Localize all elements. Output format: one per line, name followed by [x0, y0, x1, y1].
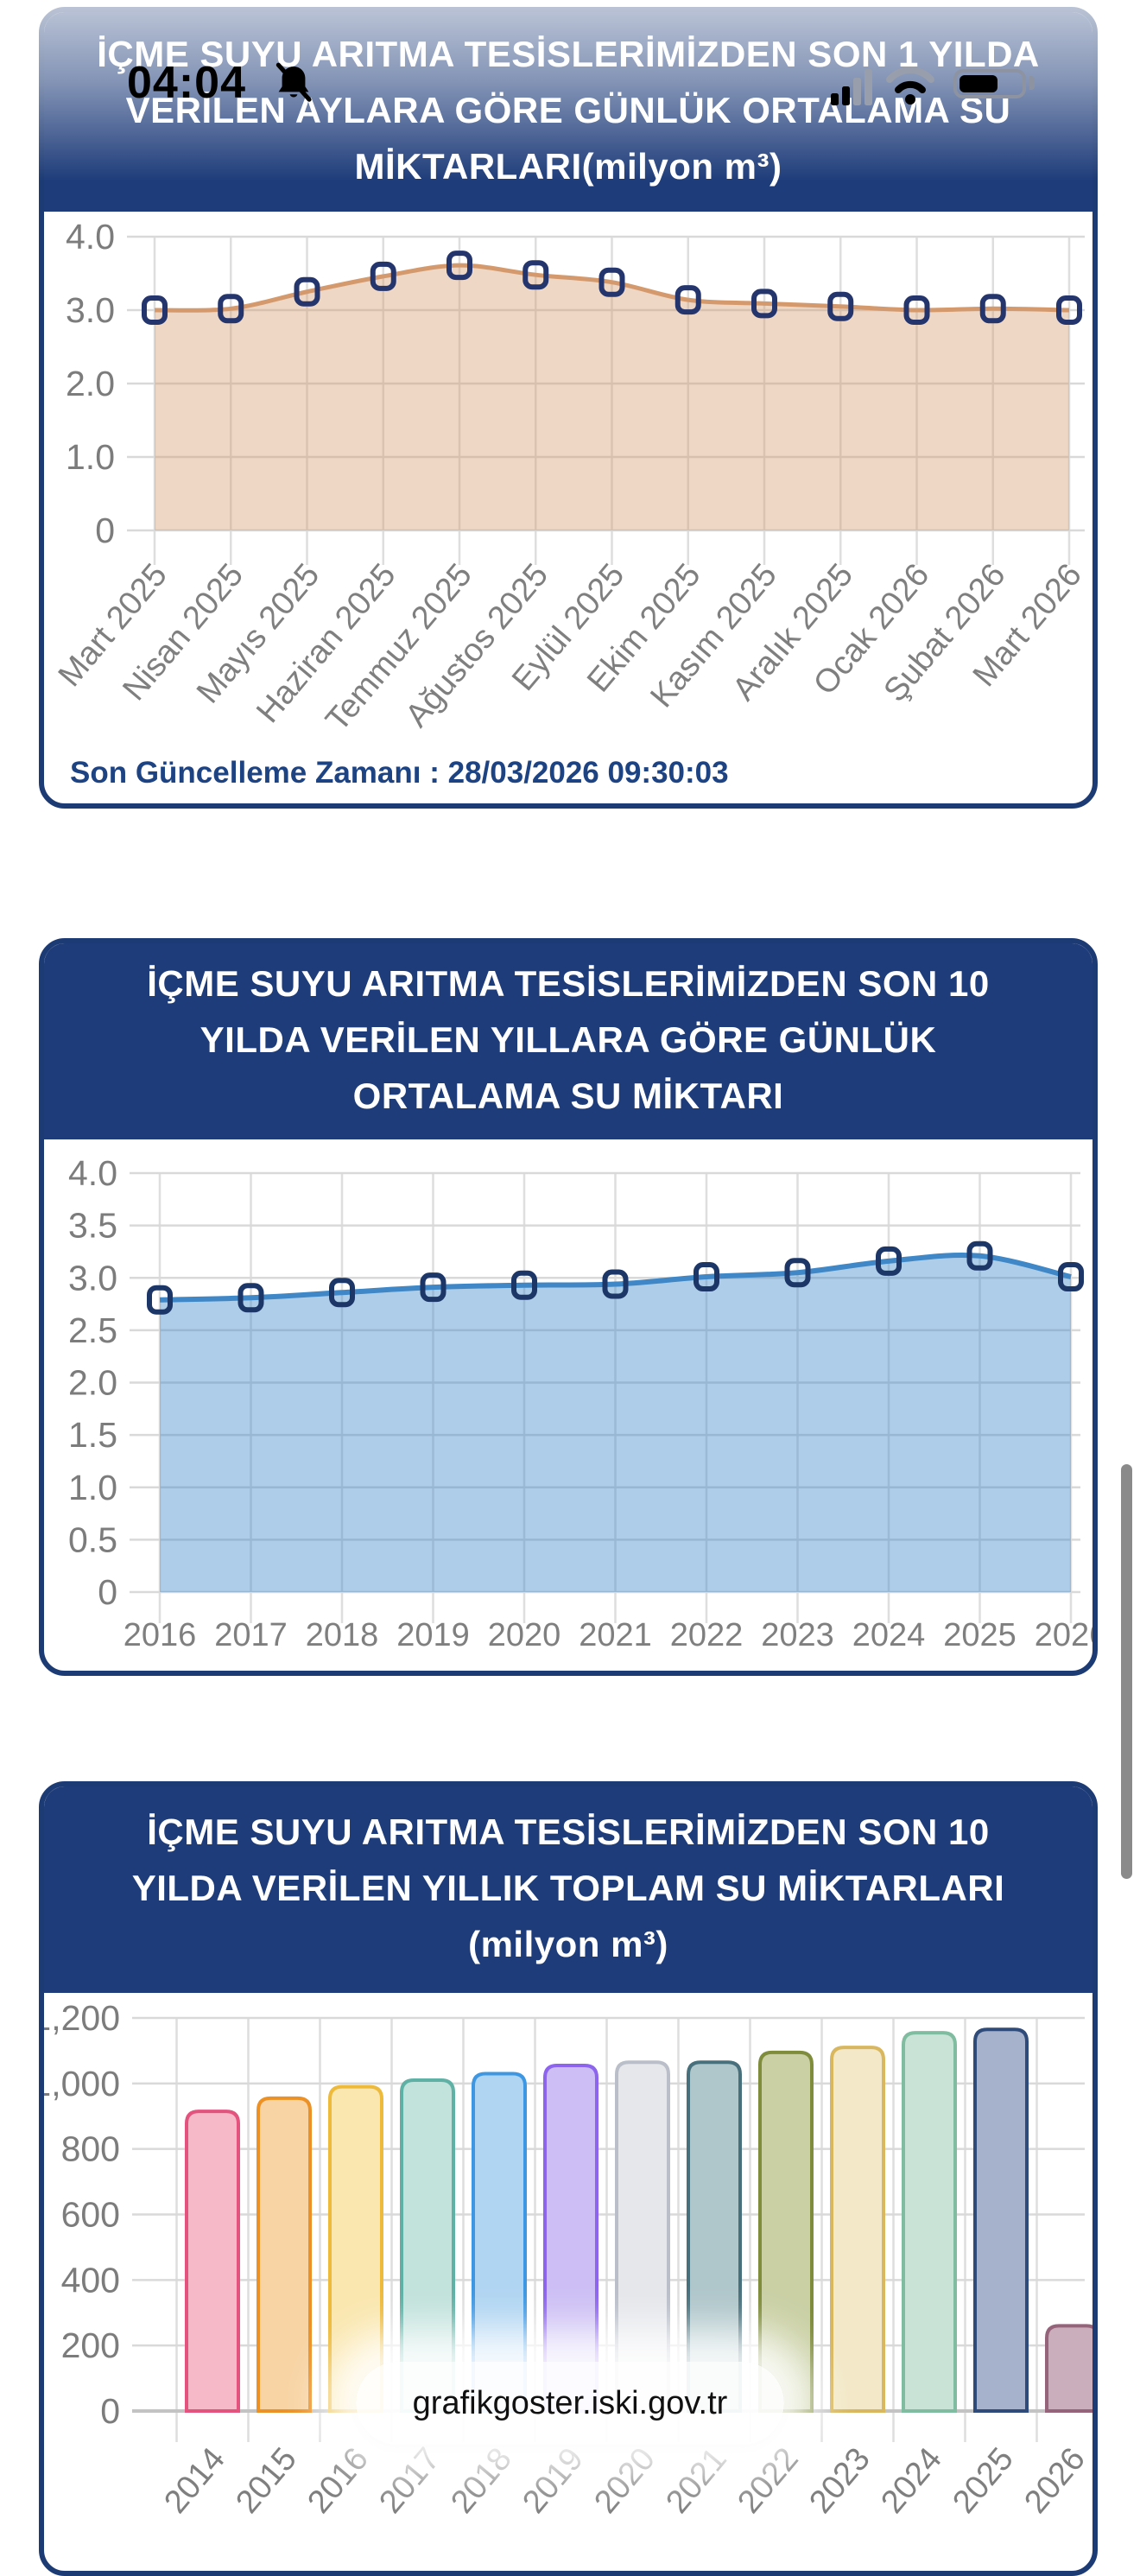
svg-text:200: 200	[61, 2325, 120, 2365]
address-bar-url: grafikgoster.iski.gov.tr	[412, 2384, 728, 2421]
card-title: İÇME SUYU ARITMA TESİSLERİMİZDEN SON 10 …	[44, 943, 1092, 1139]
svg-text:2.0: 2.0	[68, 1363, 117, 1403]
svg-text:2026: 2026	[1035, 1617, 1092, 1653]
svg-text:1.0: 1.0	[68, 1468, 117, 1507]
svg-text:2.0: 2.0	[66, 364, 115, 403]
scrollbar-thumb[interactable]	[1121, 1464, 1132, 1879]
svg-text:800: 800	[61, 2129, 120, 2169]
svg-text:1,000: 1,000	[44, 2064, 120, 2103]
chart-area: 0 1.0 2.0 3.0 4.0 Mart 2025 Nisan 2025 Mayıs 20…	[44, 212, 1092, 733]
svg-text:2017: 2017	[214, 1617, 288, 1653]
svg-text:3.0: 3.0	[68, 1258, 117, 1298]
battery-nub	[1029, 76, 1035, 90]
svg-text:0: 0	[95, 511, 115, 550]
svg-text:2018: 2018	[306, 1617, 379, 1653]
svg-text:0.5: 0.5	[68, 1520, 117, 1559]
svg-text:2024: 2024	[852, 1617, 926, 1653]
svg-text:600: 600	[61, 2195, 120, 2235]
card-title: İÇME SUYU ARITMA TESİSLERİMİZDEN SON 1 Y…	[44, 12, 1092, 212]
svg-text:2014: 2014	[157, 2441, 232, 2521]
svg-text:2019: 2019	[396, 1617, 470, 1653]
chart-area: 0 0.5 1.0 1.5 2.0 2.5 3.0 3.5 4.0 2016 2017 2018 201…	[44, 1139, 1092, 1671]
svg-text:2021: 2021	[659, 2441, 734, 2521]
svg-text:2.5: 2.5	[68, 1310, 117, 1350]
last-update-text: Son Güncelleme Zamanı : 28/03/2026 09:30…	[70, 756, 729, 790]
svg-text:0: 0	[100, 2391, 120, 2431]
svg-text:400: 400	[61, 2260, 120, 2300]
svg-text:2025: 2025	[946, 2441, 1021, 2521]
svg-text:2026: 2026	[1017, 2441, 1092, 2521]
address-bar[interactable]: grafikgoster.iski.gov.tr	[356, 2362, 784, 2445]
svg-text:4.0: 4.0	[68, 1153, 117, 1193]
yearly-average-card: İÇME SUYU ARITMA TESİSLERİMİZDEN SON 10 …	[39, 938, 1098, 1676]
svg-text:4.0: 4.0	[66, 217, 115, 257]
yearly-total-bar-chart: 02004006008001,0001,20020142015201620172…	[44, 1998, 1092, 2521]
svg-text:3.0: 3.0	[66, 290, 115, 330]
svg-text:2022: 2022	[670, 1617, 744, 1653]
svg-text:2016: 2016	[301, 2441, 376, 2521]
battery-level	[960, 75, 998, 92]
svg-text:1.5: 1.5	[68, 1415, 117, 1455]
svg-text:2019: 2019	[516, 2441, 591, 2521]
svg-text:0: 0	[98, 1572, 117, 1612]
svg-text:3.5: 3.5	[68, 1206, 117, 1246]
svg-text:1.0: 1.0	[66, 437, 115, 477]
svg-text:2016: 2016	[124, 1617, 197, 1653]
svg-text:2020: 2020	[488, 1617, 561, 1653]
mute-bell-icon	[276, 62, 312, 102]
svg-text:1,200: 1,200	[44, 1998, 120, 2038]
svg-text:2024: 2024	[874, 2441, 949, 2521]
status-time: 04:04	[127, 58, 246, 108]
monthly-average-card: İÇME SUYU ARITMA TESİSLERİMİZDEN SON 1 Y…	[39, 7, 1098, 809]
wifi-icon	[886, 67, 934, 105]
card-title: İÇME SUYU ARITMA TESİSLERİMİZDEN SON 10 …	[44, 1786, 1092, 1993]
battery-icon	[953, 69, 1026, 98]
svg-text:2017: 2017	[372, 2441, 447, 2521]
svg-text:2023: 2023	[802, 2441, 877, 2521]
svg-text:2018: 2018	[444, 2441, 519, 2521]
svg-text:2021: 2021	[579, 1617, 652, 1653]
cellular-signal-icon	[831, 69, 872, 105]
svg-text:2022: 2022	[731, 2441, 806, 2521]
svg-text:2023: 2023	[761, 1617, 834, 1653]
yearly-average-area-chart: 0 0.5 1.0 1.5 2.0 2.5 3.0 3.5 4.0 2016 2017 2018 201…	[68, 1153, 1092, 1653]
svg-text:2020: 2020	[587, 2441, 662, 2521]
svg-text:2015: 2015	[229, 2441, 304, 2521]
chart-area: 02004006008001,0001,20020142015201620172…	[44, 1993, 1092, 2549]
svg-text:2025: 2025	[943, 1617, 1016, 1653]
yearly-total-card: İÇME SUYU ARITMA TESİSLERİMİZDEN SON 10 …	[39, 1781, 1098, 2576]
